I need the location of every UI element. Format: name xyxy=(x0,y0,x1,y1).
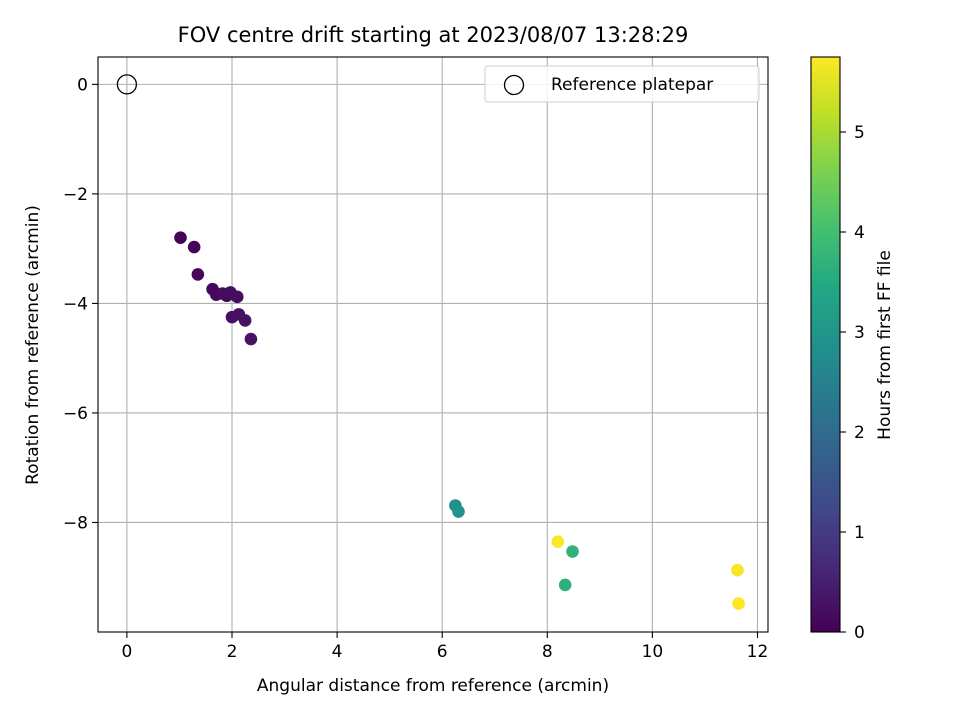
x-tick-label: 0 xyxy=(121,642,132,662)
x-axis-ticks: 0 2 4 6 8 10 12 xyxy=(121,632,768,662)
y-tick-label: −2 xyxy=(63,185,88,205)
data-point xyxy=(191,268,205,281)
colorbar-tick-label: 0 xyxy=(854,623,865,643)
x-tick-label: 8 xyxy=(542,642,553,662)
x-tick-label: 2 xyxy=(227,642,238,662)
data-point xyxy=(244,332,258,346)
y-tick-label: 0 xyxy=(77,75,88,95)
chart-title: FOV centre drift starting at 2023/08/07 … xyxy=(178,23,689,47)
data-point xyxy=(230,290,244,304)
legend: Reference platepar xyxy=(484,65,760,103)
data-point xyxy=(731,563,744,577)
x-axis-label: Angular distance from reference (arcmin) xyxy=(257,676,609,696)
colorbar-frame xyxy=(810,56,841,633)
grid-lines xyxy=(98,57,768,632)
scatter-points xyxy=(174,231,745,610)
reference-marker xyxy=(116,74,138,95)
legend-box xyxy=(484,65,760,103)
x-tick-label: 10 xyxy=(642,642,664,662)
data-point xyxy=(558,578,572,592)
colorbar-tick-label: 5 xyxy=(854,123,865,143)
y-tick-label: −4 xyxy=(63,294,88,314)
data-point xyxy=(238,314,252,327)
x-tick-label: 12 xyxy=(747,642,769,662)
plot-frame xyxy=(97,56,769,633)
colorbar-tick-label: 1 xyxy=(854,523,865,543)
y-axis-label: Rotation from reference (arcmin) xyxy=(23,205,43,485)
colorbar-label: Hours from first FF file xyxy=(875,250,895,440)
data-point xyxy=(551,535,565,548)
colorbar-gradient xyxy=(811,57,840,632)
data-point xyxy=(566,545,579,558)
data-point xyxy=(174,231,187,245)
colorbar-tick-label: 3 xyxy=(854,323,865,343)
colorbar: 0 1 2 3 4 5 Hours from first FF file xyxy=(810,56,895,643)
y-tick-label: −6 xyxy=(63,404,88,424)
colorbar-ticks: 0 1 2 3 4 5 xyxy=(840,123,865,643)
legend-entry-label: Reference platepar xyxy=(551,75,713,95)
data-point xyxy=(732,597,745,610)
data-point xyxy=(187,240,201,254)
data-point xyxy=(452,505,465,518)
colorbar-tick-label: 2 xyxy=(854,423,865,443)
colorbar-tick-label: 4 xyxy=(854,223,865,243)
y-axis-ticks: 0 −2 −4 −6 −8 xyxy=(63,75,98,533)
reference-point xyxy=(116,74,138,95)
x-tick-label: 6 xyxy=(437,642,448,662)
x-tick-label: 4 xyxy=(332,642,343,662)
legend-marker-open-circle xyxy=(503,74,525,96)
y-tick-label: −8 xyxy=(63,513,88,533)
